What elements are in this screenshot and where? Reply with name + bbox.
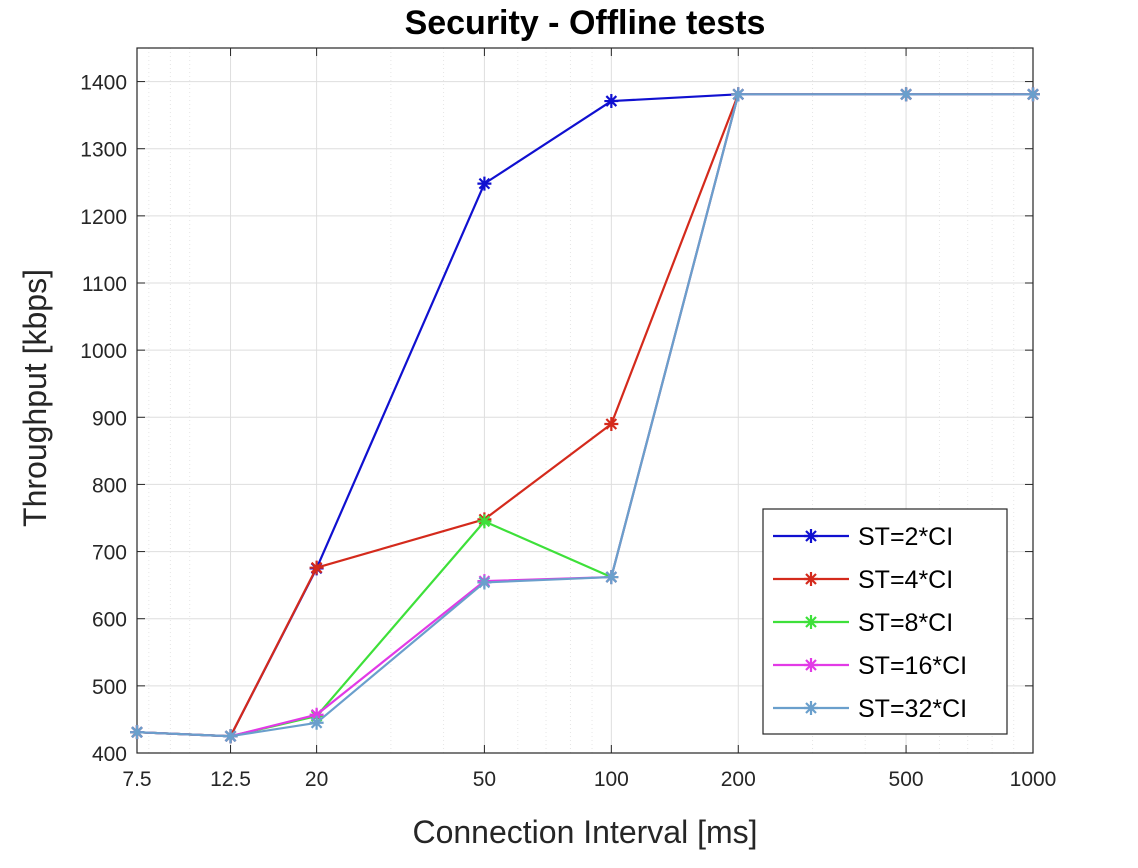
y-tick-label: 1100 — [82, 273, 127, 296]
data-point — [604, 94, 619, 109]
data-point — [1026, 87, 1040, 102]
data-point — [731, 87, 746, 102]
series-line — [136, 93, 1033, 738]
y-tick-label: 600 — [92, 609, 127, 632]
y-tick-label: 1000 — [80, 340, 127, 363]
legend-label: ST=4*CI — [858, 566, 953, 594]
data-point — [477, 514, 492, 529]
legend-marker — [804, 658, 818, 672]
data-point — [604, 570, 619, 585]
legend-marker — [804, 615, 818, 629]
data-point — [477, 575, 492, 590]
data-point — [899, 87, 914, 102]
legend-marker — [804, 701, 818, 715]
y-tick-label: 900 — [92, 407, 127, 430]
y-tick-label: 1400 — [80, 72, 127, 95]
data-point — [223, 729, 238, 744]
x-tick-label: 1000 — [1010, 768, 1057, 791]
x-axis-label: Connection Interval [ms] — [412, 814, 757, 850]
data-point — [309, 715, 324, 730]
chart-title: Security - Offline tests — [405, 4, 766, 42]
legend-label: ST=2*CI — [858, 523, 953, 551]
legend-label: ST=8*CI — [858, 609, 953, 637]
legend-marker — [804, 572, 818, 586]
legend-label: ST=16*CI — [858, 652, 967, 680]
plot-area: 7.5 12.5 20 50 100 200 500 1000 400 500 600 700 800 9… — [80, 47, 1057, 791]
data-point — [477, 176, 492, 191]
x-tick-label: 12.5 — [210, 768, 251, 791]
legend-marker — [804, 529, 818, 543]
axes-box — [136, 47, 1034, 754]
data-point — [604, 417, 619, 431]
data-point — [130, 725, 144, 740]
y-tick-label: 1200 — [80, 206, 127, 229]
x-tick-label: 200 — [721, 768, 756, 791]
y-tick-label: 500 — [92, 676, 127, 699]
y-tick-label: 400 — [92, 743, 127, 766]
data-point — [309, 707, 324, 722]
y-tick-label: 800 — [92, 474, 127, 497]
x-tick-label: 7.5 — [122, 768, 151, 791]
y-tick-label: 700 — [92, 542, 127, 565]
legend-label: ST=32*CI — [858, 695, 967, 723]
x-tick-label: 20 — [305, 768, 328, 791]
x-tick-label: 500 — [889, 768, 924, 791]
data-point — [309, 560, 324, 575]
x-tick-label: 50 — [473, 768, 496, 791]
y-axis-label: Throughput [kbps] — [17, 269, 53, 527]
x-tick-label: 100 — [594, 768, 629, 791]
y-tick-label: 1300 — [80, 139, 127, 162]
